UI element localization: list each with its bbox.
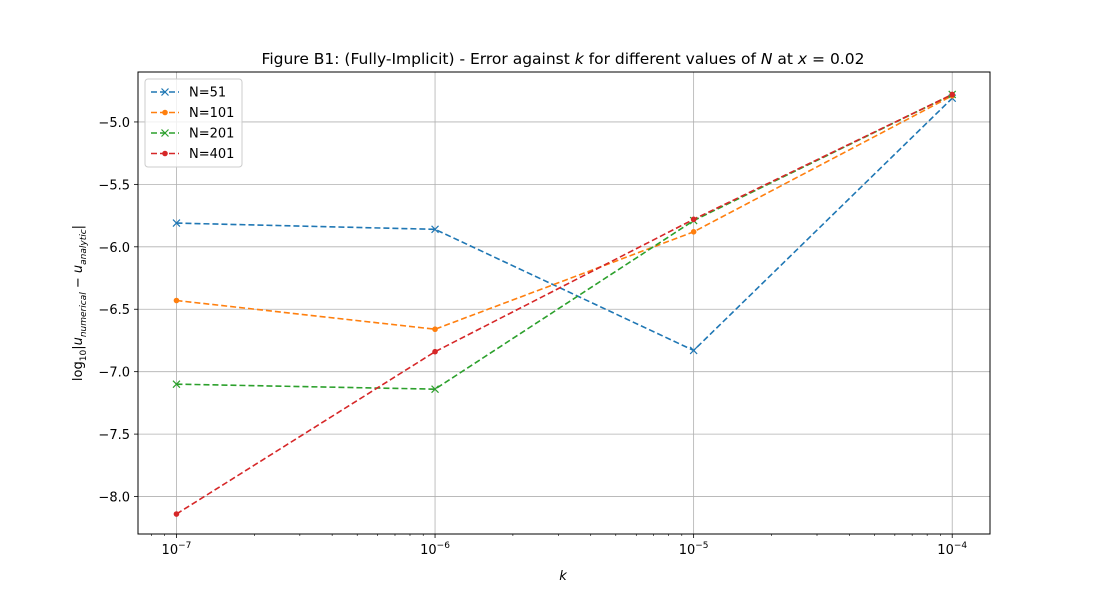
x-axis-label: k bbox=[559, 569, 567, 584]
y-tick-label: −7.0 bbox=[98, 366, 130, 381]
data-point bbox=[690, 216, 697, 223]
axes-frame bbox=[137, 71, 991, 535]
data-point bbox=[173, 297, 180, 304]
y-axis-ticks: −8.0 −7.5 −7.0 −6.5 −6.0 −5.5 −5.0 bbox=[98, 116, 138, 506]
data-point bbox=[162, 109, 168, 116]
data-point bbox=[162, 150, 168, 157]
legend-item: N=401 bbox=[151, 147, 234, 162]
legend: N=51 N=101 N=201 N=401 bbox=[144, 78, 243, 168]
series-line bbox=[176, 97, 953, 352]
legend-item: N=201 bbox=[151, 127, 234, 142]
legend-item: N=101 bbox=[151, 106, 234, 121]
x-tick-label: 10−7 bbox=[162, 541, 192, 558]
y-tick-label: −5.5 bbox=[98, 178, 130, 193]
data-point bbox=[173, 511, 180, 517]
chart-title: Figure B1: (Fully-Implicit) - Error agai… bbox=[262, 50, 865, 68]
y-tick-label: −8.0 bbox=[98, 491, 130, 506]
data-point bbox=[172, 380, 181, 389]
series-layer bbox=[172, 90, 957, 517]
data-point bbox=[689, 346, 698, 355]
data-point bbox=[431, 225, 439, 234]
y-tick-label: −5.0 bbox=[98, 116, 130, 131]
data-point bbox=[161, 129, 169, 137]
data-point bbox=[432, 326, 438, 333]
legend-item: N=51 bbox=[151, 86, 226, 101]
legend-label: N=201 bbox=[189, 127, 234, 142]
series-line bbox=[176, 93, 953, 515]
x-tick-label: 10−6 bbox=[420, 541, 450, 558]
y-tick-label: −6.5 bbox=[98, 303, 130, 318]
series-line bbox=[176, 95, 953, 331]
grid-lines bbox=[138, 72, 990, 534]
x-axis-ticks: 10−7 10−6 10−5 10−4 bbox=[151, 534, 967, 558]
y-tick-label: −6.0 bbox=[98, 241, 130, 256]
data-point bbox=[161, 88, 169, 96]
legend-label: N=101 bbox=[189, 106, 234, 121]
data-point bbox=[432, 348, 438, 355]
legend-label: N=401 bbox=[189, 147, 234, 162]
x-tick-label: 10−4 bbox=[937, 541, 967, 558]
data-point bbox=[431, 385, 439, 394]
legend-label: N=51 bbox=[189, 86, 226, 101]
data-point bbox=[690, 229, 697, 235]
data-point bbox=[172, 219, 181, 228]
series-n-401 bbox=[173, 91, 956, 517]
y-axis-label: log10|unumerical − uanalytic| bbox=[71, 225, 89, 381]
x-tick-label: 10−5 bbox=[679, 541, 709, 558]
plot-area bbox=[138, 72, 990, 534]
y-tick-label: −7.5 bbox=[98, 428, 130, 443]
legend-box bbox=[144, 78, 243, 168]
data-point bbox=[949, 91, 956, 98]
